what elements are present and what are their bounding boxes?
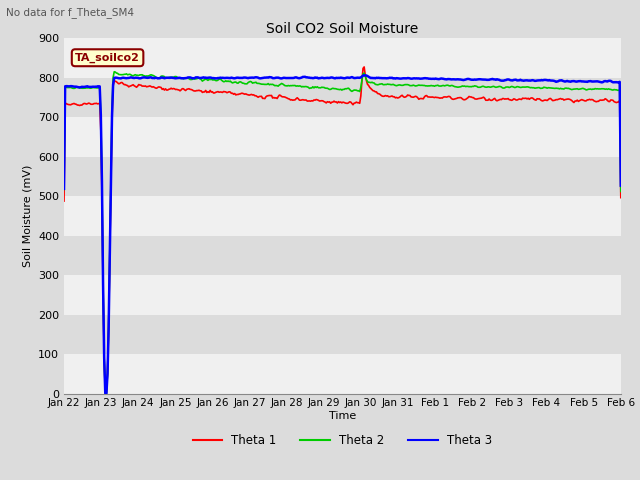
Theta 3 bbox=[326, 75, 333, 81]
Theta 1 bbox=[60, 198, 68, 204]
Title: Soil CO2 Soil Moisture: Soil CO2 Soil Moisture bbox=[266, 22, 419, 36]
Bar bbox=[64, 275, 621, 315]
Theta 3 bbox=[102, 391, 110, 396]
Theta 3 bbox=[606, 78, 614, 84]
Theta 2 bbox=[102, 391, 110, 396]
Line: Theta 3: Theta 3 bbox=[64, 75, 621, 394]
Text: TA_soilco2: TA_soilco2 bbox=[75, 53, 140, 63]
Theta 2 bbox=[330, 86, 338, 92]
Theta 1 bbox=[326, 99, 333, 105]
Theta 1 bbox=[102, 390, 110, 396]
Theta 3 bbox=[329, 75, 337, 81]
Theta 3 bbox=[60, 186, 68, 192]
Theta 1 bbox=[394, 95, 401, 101]
Theta 1 bbox=[364, 82, 371, 87]
Theta 2 bbox=[394, 83, 401, 88]
Theta 3 bbox=[394, 75, 401, 81]
Legend: Theta 1, Theta 2, Theta 3: Theta 1, Theta 2, Theta 3 bbox=[188, 429, 497, 452]
Bar bbox=[64, 196, 621, 236]
Theta 1 bbox=[519, 96, 527, 101]
Y-axis label: Soil Moisture (mV): Soil Moisture (mV) bbox=[22, 165, 33, 267]
Bar bbox=[64, 157, 621, 196]
X-axis label: Time: Time bbox=[329, 411, 356, 421]
Line: Theta 1: Theta 1 bbox=[64, 67, 621, 393]
Text: No data for f_Theta_SM4: No data for f_Theta_SM4 bbox=[6, 7, 134, 18]
Theta 1 bbox=[606, 99, 614, 105]
Bar bbox=[64, 236, 621, 275]
Theta 3 bbox=[364, 73, 371, 79]
Theta 3 bbox=[360, 72, 368, 78]
Theta 2 bbox=[327, 86, 335, 92]
Theta 2 bbox=[519, 84, 527, 90]
Bar bbox=[64, 78, 621, 117]
Bar bbox=[64, 354, 621, 394]
Theta 1 bbox=[617, 195, 625, 201]
Theta 1 bbox=[329, 99, 337, 105]
Theta 2 bbox=[364, 79, 371, 84]
Theta 2 bbox=[110, 69, 118, 74]
Theta 2 bbox=[617, 189, 625, 194]
Theta 3 bbox=[519, 78, 527, 84]
Theta 1 bbox=[360, 64, 368, 70]
Theta 3 bbox=[617, 183, 625, 189]
Theta 2 bbox=[60, 187, 68, 192]
Bar bbox=[64, 315, 621, 354]
Theta 2 bbox=[606, 86, 614, 92]
Bar bbox=[64, 117, 621, 157]
Line: Theta 2: Theta 2 bbox=[64, 72, 621, 394]
Bar bbox=[64, 38, 621, 78]
